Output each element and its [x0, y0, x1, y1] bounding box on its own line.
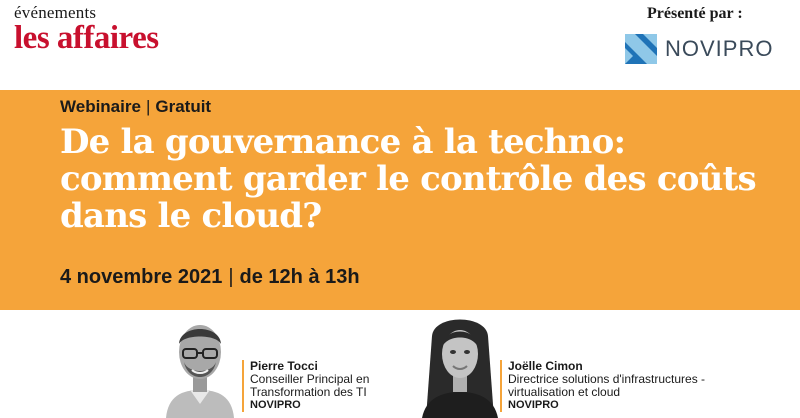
novipro-logo-icon [625, 34, 657, 64]
speaker-role-line: Transformation des TI [250, 385, 367, 399]
sponsor-logo: NOVIPRO [625, 34, 773, 64]
event-title-line: dans le cloud? [60, 196, 322, 236]
speaker-role-line: Directrice solutions d'infrastructures - [508, 372, 706, 386]
event-price-label: Gratuit [155, 97, 212, 116]
event-title-line: De la gouvernance à la techno: [60, 122, 626, 162]
event-type-label: Webinaire [60, 97, 141, 116]
schedule-separator: | [228, 266, 234, 288]
header: événements les affaires Présenté par : N… [0, 0, 800, 90]
speaker-role-line: virtualisation et cloud [508, 385, 621, 399]
speaker-photo [160, 312, 240, 418]
event-tagline: Webinaire | Gratuit [60, 97, 211, 117]
speaker-card: Pierre Tocci Conseiller Principal en Tra… [242, 360, 369, 412]
speaker-photo [420, 312, 500, 418]
speakers-section [0, 310, 800, 418]
event-title-line: comment garder le contrôle des coûts [60, 159, 757, 199]
speaker-portrait-image [420, 312, 500, 418]
brand-name-text: les affaires [14, 20, 159, 56]
event-time: de 12h à 13h [239, 266, 360, 288]
speaker-organization: NOVIPRO [508, 399, 559, 411]
brand-events-text: événements [14, 3, 97, 22]
speaker-organization: NOVIPRO [250, 399, 301, 411]
brand-logo: événements les affaires [14, 3, 159, 56]
speaker-name: Joëlle Cimon [508, 359, 583, 373]
event-banner [0, 90, 800, 310]
event-title: De la gouvernance à la techno: comment g… [60, 124, 780, 235]
event-date: 4 novembre 2021 [60, 266, 223, 288]
speaker-name: Pierre Tocci [250, 359, 318, 373]
speaker-role-line: Conseiller Principal en [250, 372, 370, 386]
sponsor-name-text: NOVIPRO [665, 36, 774, 61]
presented-by-label: Présenté par : [647, 5, 743, 22]
event-schedule: 4 novembre 2021 | de 12h à 13h [60, 266, 360, 289]
speaker-card: Joëlle Cimon Directrice solutions d'infr… [500, 360, 705, 412]
speaker-portrait-image [160, 312, 240, 418]
tagline-separator: | [145, 97, 151, 116]
